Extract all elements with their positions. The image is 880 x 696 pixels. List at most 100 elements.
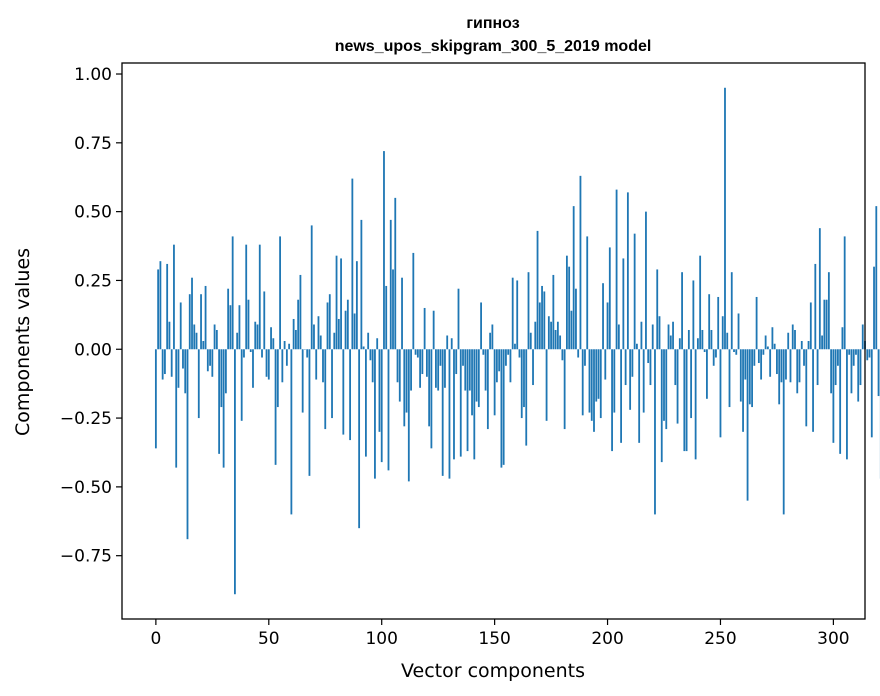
bar-225 — [663, 349, 665, 421]
bar-263 — [748, 349, 751, 405]
bar-34 — [231, 236, 234, 350]
bar-88 — [353, 313, 356, 350]
bar-299 — [830, 349, 833, 394]
bar-237 — [690, 349, 693, 419]
bar-137 — [464, 349, 467, 391]
bar-186 — [575, 288, 577, 350]
bar-52 — [272, 338, 275, 350]
bar-105 — [392, 269, 394, 350]
bar-203 — [613, 349, 616, 413]
bar-245 — [708, 294, 711, 350]
bar-282 — [791, 324, 794, 350]
bar-138 — [466, 349, 469, 452]
bar-106 — [394, 197, 397, 350]
bar-111 — [405, 349, 408, 413]
bar-152 — [498, 349, 501, 372]
bar-31 — [224, 349, 227, 394]
bar-227 — [667, 324, 670, 350]
bar-44 — [254, 321, 257, 350]
bar-194 — [593, 349, 595, 432]
bar-107 — [396, 349, 399, 383]
bar-96 — [371, 349, 374, 383]
bar-35 — [234, 349, 236, 595]
bar-18 — [195, 332, 198, 350]
bar-271 — [766, 346, 769, 350]
bar-97 — [374, 349, 376, 479]
bar-141 — [473, 349, 476, 460]
y-tick-label: −0.25 — [60, 409, 112, 429]
bar-53 — [274, 349, 277, 465]
bar-228 — [669, 335, 672, 350]
bar-215 — [640, 321, 643, 350]
bar-292 — [814, 263, 817, 350]
x-axis-ticks: 0 50 100 150 200 250 300 — [150, 619, 850, 649]
bar-284 — [796, 349, 799, 394]
bar-236 — [687, 329, 690, 350]
bar-202 — [611, 349, 613, 452]
bar-226 — [665, 349, 668, 430]
bar-23 — [206, 349, 209, 372]
bar-274 — [773, 343, 776, 350]
bar-171 — [541, 285, 543, 350]
bar-249 — [717, 296, 720, 350]
bar-166 — [529, 332, 532, 350]
bar-213 — [636, 343, 638, 350]
bar-200 — [606, 302, 609, 350]
bar-170 — [538, 302, 541, 350]
bar-317 — [870, 349, 873, 438]
bar-246 — [710, 329, 713, 350]
chart-title-line2: news_upos_skipgram_300_5_2019 model — [335, 38, 652, 55]
bar-248 — [715, 349, 717, 358]
bar-150 — [493, 349, 496, 416]
bar-289 — [807, 341, 810, 350]
bar-272 — [769, 349, 772, 377]
bar-278 — [782, 349, 785, 515]
bar-10 — [177, 349, 180, 388]
bar-63 — [297, 299, 300, 350]
chart-title-line1: гипноз — [466, 15, 519, 32]
bar-50 — [267, 349, 270, 380]
bar-156 — [507, 349, 510, 355]
bar-303 — [839, 349, 842, 454]
bar-159 — [514, 343, 516, 350]
bar-176 — [552, 274, 555, 350]
bar-13 — [184, 349, 187, 394]
bar-118 — [421, 349, 424, 375]
bar-134 — [457, 288, 460, 350]
bar-116 — [416, 349, 419, 358]
bar-169 — [536, 230, 539, 350]
bar-139 — [468, 349, 471, 391]
bar-101 — [383, 151, 385, 350]
bar-232 — [678, 338, 681, 350]
bar-6 — [168, 321, 171, 350]
bar-1 — [157, 269, 160, 350]
bar-243 — [703, 349, 706, 353]
bar-198 — [602, 283, 604, 350]
bar-216 — [642, 349, 645, 413]
bar-17 — [193, 324, 196, 350]
bar-178 — [556, 321, 559, 350]
bar-143 — [477, 349, 480, 408]
bar-260 — [742, 349, 744, 432]
bar-286 — [800, 341, 803, 350]
bar-269 — [762, 349, 765, 355]
bar-129 — [446, 335, 449, 350]
bar-204 — [615, 189, 618, 350]
bar-5 — [166, 263, 169, 350]
bar-179 — [559, 335, 562, 350]
bar-51 — [270, 327, 272, 350]
bar-0 — [154, 349, 157, 449]
y-tick-label: −0.50 — [60, 478, 112, 498]
bar-181 — [563, 349, 566, 430]
bar-313 — [861, 324, 864, 350]
bar-217 — [645, 211, 647, 350]
bar-132 — [453, 349, 455, 460]
bar-74 — [322, 349, 324, 383]
y-tick-label: 1.00 — [74, 65, 112, 85]
y-axis-ticks: 1.00 0.75 0.50 0.25 0.00 −0.25 −0.50 −0.75 — [60, 65, 122, 567]
bar-214 — [638, 349, 641, 443]
bar-251 — [721, 316, 724, 350]
bar-3 — [161, 349, 164, 380]
bar-184 — [570, 310, 573, 350]
bar-310 — [855, 349, 857, 355]
